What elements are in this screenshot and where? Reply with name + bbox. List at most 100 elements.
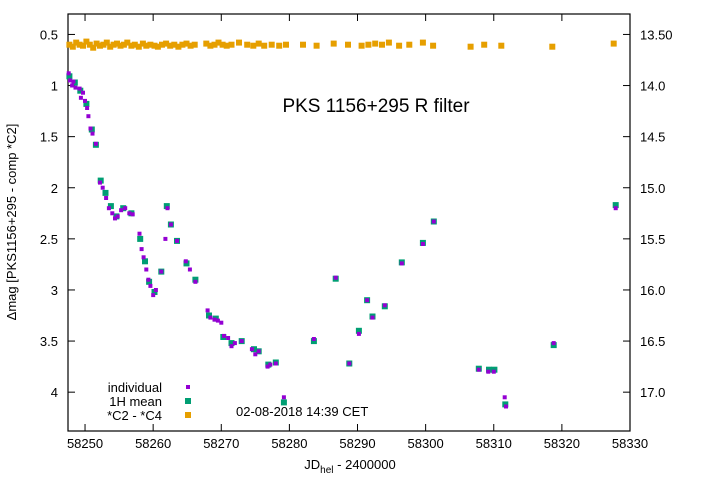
point-c2-c4 (167, 42, 174, 49)
point-c2-c4 (73, 39, 80, 46)
point-individual (431, 219, 436, 224)
y-right-tick-label: 14.5 (640, 130, 665, 145)
point-individual (502, 395, 507, 400)
point-individual (613, 206, 618, 211)
point-c2-c4 (110, 41, 117, 48)
point-individual (153, 288, 158, 292)
y-left-tick-label: 1.5 (40, 130, 58, 145)
point-individual (163, 236, 168, 241)
point-individual (104, 196, 109, 200)
point-1h-mean (183, 260, 190, 267)
point-1h-mean (355, 327, 362, 334)
point-individual (144, 267, 149, 272)
point-individual (212, 317, 217, 322)
point-c2-c4 (147, 41, 154, 48)
point-individual (151, 293, 156, 298)
point-individual (551, 341, 556, 346)
point-c2-c4 (114, 40, 120, 47)
point-individual (130, 212, 135, 217)
point-individual (370, 315, 375, 320)
point-individual (165, 206, 170, 211)
y-right-tick-label: 16.0 (640, 283, 665, 298)
point-c2-c4 (187, 42, 194, 49)
point-c2-c4 (268, 41, 275, 48)
legend-label-c2-c4: *C2 - *C4 (107, 408, 162, 423)
point-individual (68, 78, 72, 83)
point-individual (205, 308, 210, 313)
point-c2-c4 (372, 40, 379, 47)
point-individual (253, 352, 258, 357)
point-individual (148, 283, 153, 288)
x-tick-label: 58290 (339, 436, 375, 451)
point-1h-mean (146, 278, 153, 285)
point-1h-mean (137, 235, 144, 242)
y-axis-left: 0.5 1 1.5 2 2.5 3 3.5 4 (40, 27, 75, 400)
point-c2-c4 (313, 42, 320, 49)
point-1h-mean (228, 340, 235, 347)
point-c2-c4 (379, 41, 385, 48)
point-c2-c4 (163, 40, 170, 47)
x-tick-label: 58300 (408, 436, 444, 451)
y-right-tick-label: 17.0 (640, 385, 665, 400)
point-individual (78, 95, 83, 100)
point-individual (187, 267, 192, 272)
point-individual (73, 85, 78, 90)
y-left-tick-label: 0.5 (40, 27, 58, 42)
point-1h-mean (142, 258, 148, 265)
point-c2-c4 (151, 42, 158, 49)
timestamp-annotation: 02-08-2018 14:39 CET (236, 404, 368, 419)
y-right-tick-label: 15.0 (640, 181, 665, 196)
point-c2-c4 (83, 38, 90, 45)
point-c2-c4 (365, 41, 372, 48)
point-individual (86, 114, 91, 119)
point-individual (476, 367, 481, 372)
point-c2-c4 (139, 40, 146, 47)
point-c2-c4 (219, 41, 226, 48)
y-axis-right: 13.50 14.0 14.5 15.0 15.5 16.0 16.5 17.0 (623, 27, 673, 400)
point-individual (85, 106, 90, 110)
point-c2-c4 (236, 39, 242, 46)
point-1h-mean (502, 401, 509, 408)
point-c2-c4 (103, 39, 110, 46)
point-c2-c4 (283, 41, 289, 48)
point-c2-c4 (183, 40, 190, 47)
point-c2-c4 (207, 42, 214, 49)
point-individual (265, 364, 270, 369)
point-c2-c4 (191, 41, 198, 48)
point-c2-c4 (215, 39, 222, 46)
y-left-tick-label: 1 (51, 79, 58, 94)
point-individual (193, 279, 198, 284)
point-c2-c4 (211, 41, 218, 48)
y-right-tick-label: 14.0 (640, 79, 665, 94)
point-c2-c4 (549, 43, 556, 50)
point-individual (137, 231, 142, 236)
point-individual (215, 318, 220, 323)
point-individual (110, 211, 115, 216)
point-individual (77, 86, 82, 91)
point-1h-mean (83, 100, 90, 107)
point-individual (486, 369, 491, 374)
point-individual (119, 208, 124, 213)
point-c2-c4 (66, 41, 73, 48)
x-axis-label-sub: hel (320, 465, 333, 476)
point-individual (88, 126, 93, 131)
point-c2-c4 (610, 40, 617, 47)
point-c2-c4 (228, 41, 235, 48)
point-individual (83, 98, 87, 103)
legend-marker-c2-c4 (185, 412, 191, 418)
point-individual (222, 333, 226, 338)
x-tick-label: 58320 (544, 436, 580, 451)
point-individual (311, 337, 316, 341)
x-tick-label: 58330 (612, 436, 648, 451)
plot-frame (67, 13, 631, 432)
point-individual (127, 211, 132, 216)
x-tick-label: 58250 (67, 436, 103, 451)
point-individual (356, 331, 361, 336)
point-c2-c4 (124, 39, 131, 46)
point-c2-c4 (467, 43, 474, 50)
point-individual (70, 83, 75, 88)
x-axis-label-main: JD (304, 457, 320, 472)
point-c2-c4 (80, 42, 86, 49)
point-1h-mean (107, 203, 114, 210)
